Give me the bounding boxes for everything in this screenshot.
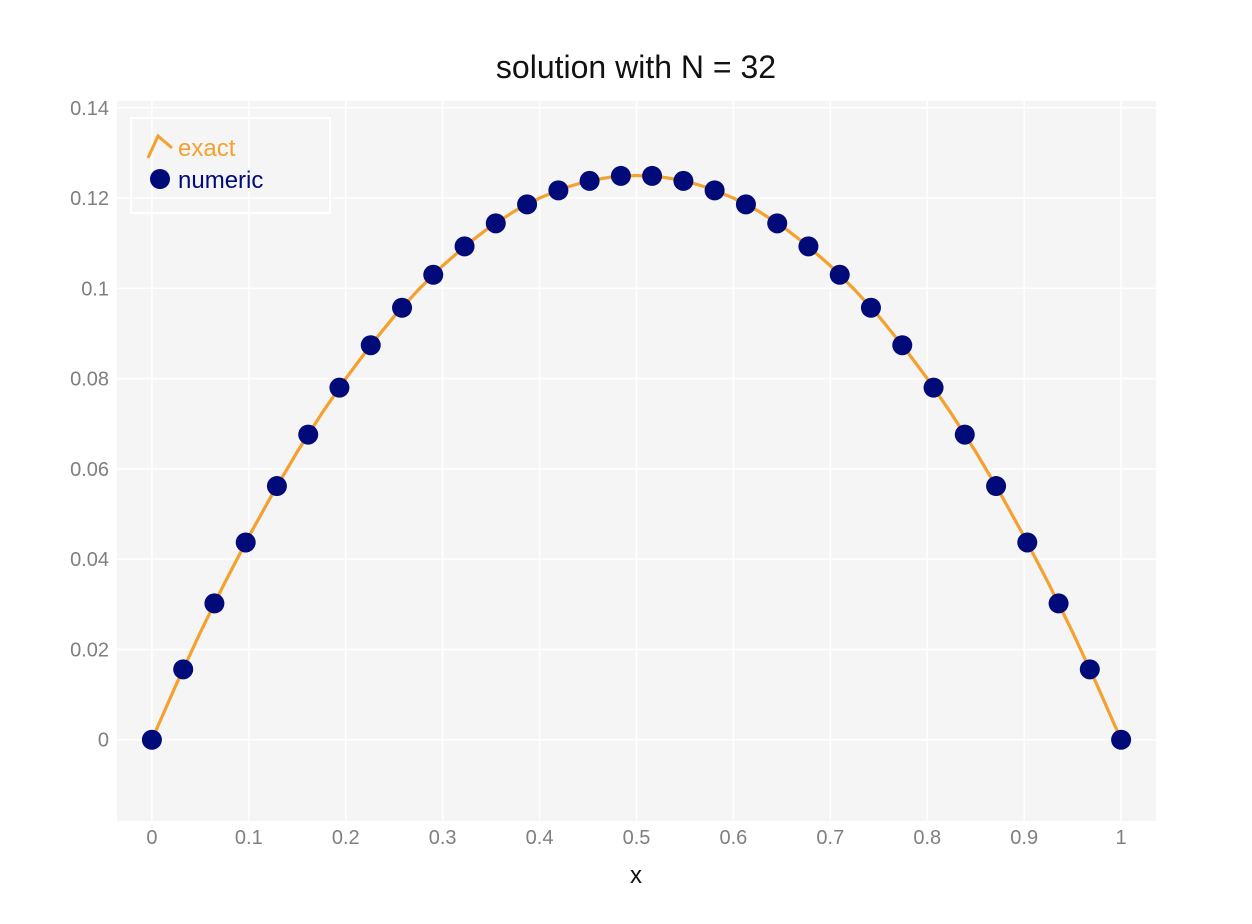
numeric-point[interactable] [1048,593,1069,614]
legend-box [130,117,331,214]
x-axis-title: x [630,862,642,889]
y-tick-label: 0.02 [70,639,109,661]
numeric-point[interactable] [173,659,194,680]
x-tick-label: 0 [146,827,157,849]
numeric-point[interactable] [485,213,506,234]
numeric-point[interactable] [392,297,413,318]
numeric-point[interactable] [454,236,475,257]
numeric-point[interactable] [986,476,1007,497]
numeric-point[interactable] [360,335,381,356]
numeric-point[interactable] [860,297,881,318]
numeric-point[interactable] [298,424,319,445]
x-tick-label: 0.1 [235,827,263,849]
y-tick-label: 0 [98,730,109,752]
numeric-point[interactable] [673,170,694,191]
numeric-point[interactable] [1111,729,1132,750]
y-tick-label: 0.12 [70,188,109,210]
numeric-point[interactable] [579,170,600,191]
legend[interactable]: exact numeric [130,117,331,214]
numeric-point[interactable] [235,532,256,553]
numeric-point[interactable] [517,194,538,215]
x-tick-label: 0.8 [913,827,941,849]
x-tick-label: 0.7 [816,827,844,849]
numeric-point[interactable] [1079,659,1100,680]
chart-title: solution with N = 32 [496,49,776,85]
x-tick-label: 0.4 [526,827,554,849]
numeric-point[interactable] [642,165,663,186]
numeric-point[interactable] [266,476,287,497]
numeric-point[interactable] [141,729,162,750]
y-tick-label: 0.14 [70,98,109,120]
numeric-point[interactable] [954,424,975,445]
numeric-point[interactable] [548,180,569,201]
x-tick-label: 1 [1116,827,1127,849]
x-tick-label: 0.9 [1010,827,1038,849]
legend-exact-label: exact [178,135,236,162]
numeric-point[interactable] [892,335,913,356]
y-gridlines [117,107,1156,741]
numeric-point[interactable] [704,180,725,201]
numeric-point[interactable] [923,377,944,398]
x-tick-label: 0.2 [332,827,360,849]
numeric-point[interactable] [829,264,850,285]
series-layer [141,165,1132,750]
y-tick-labels: 0 0.02 0.04 0.06 0.08 0.1 0.12 0.14 [70,98,109,752]
numeric-point[interactable] [798,236,819,257]
y-tick-label: 0.1 [81,278,109,300]
numeric-point[interactable] [610,165,631,186]
numeric-point[interactable] [767,213,788,234]
legend-numeric-swatch [150,169,170,189]
numeric-point[interactable] [735,194,756,215]
x-tick-label: 0.5 [623,827,651,849]
numeric-point[interactable] [329,377,350,398]
x-gridlines [151,101,1122,821]
numeric-point[interactable] [1017,532,1038,553]
numeric-point[interactable] [423,264,444,285]
y-tick-label: 0.06 [70,459,109,481]
legend-exact-swatch [146,133,173,159]
y-tick-label: 0.04 [70,549,109,571]
y-tick-label: 0.08 [70,369,109,391]
legend-numeric-label: numeric [178,167,263,194]
x-tick-label: 0.3 [429,827,457,849]
numeric-point[interactable] [204,593,225,614]
x-tick-labels: 0 0.1 0.2 0.3 0.4 0.5 0.6 0.7 0.8 0.9 1 [146,827,1126,849]
x-tick-label: 0.6 [720,827,748,849]
